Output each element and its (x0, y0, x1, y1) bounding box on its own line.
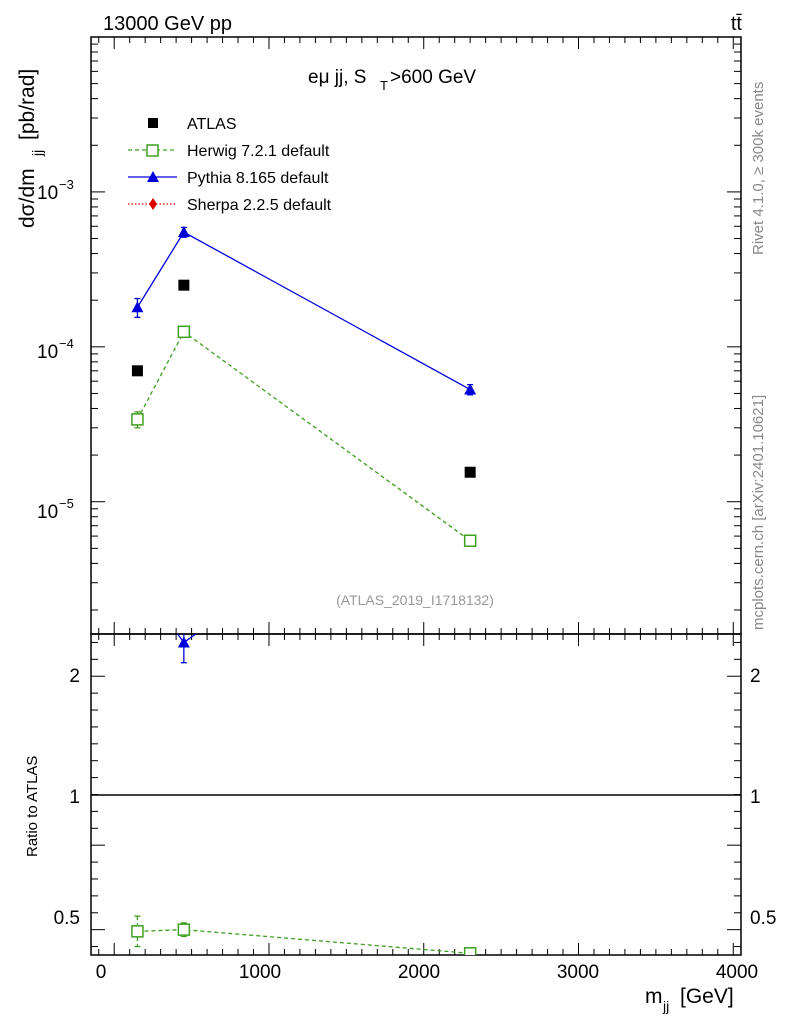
ratio-line-herwig (137, 929, 471, 954)
svg-text:10: 10 (37, 502, 58, 523)
rivet-label: Rivet 4.1.0, ≥ 300k events (750, 82, 767, 255)
x-axis-label: m jj [GeV] (645, 985, 734, 1014)
series-line-herwig (136, 330, 471, 542)
data-point-pythia (177, 226, 190, 238)
svg-text:10: 10 (37, 342, 58, 363)
ratio-line-pythia (176, 634, 197, 644)
legend-marker-sherpa (149, 198, 157, 210)
y-tick-label-1e-3: 10 −3 (37, 177, 74, 204)
process-tag: tt̄ (731, 13, 743, 35)
data-point-herwig (177, 325, 191, 339)
legend-marker-herwig (146, 144, 159, 157)
y-label-main: dσ/dm (16, 168, 39, 228)
ratio-point-herwig (463, 947, 477, 955)
ratio-point-herwig (177, 923, 191, 936)
ratio-tick-label-0.5-right: 0.5 (750, 908, 776, 929)
process-label: 13000 GeV pp (103, 13, 232, 35)
data-point-pythia (131, 301, 144, 313)
x-tick-label-1000: 1000 (239, 962, 281, 983)
legend-marker-atlas (148, 118, 158, 128)
title-subscript: T (380, 78, 388, 93)
svg-text:−5: −5 (59, 496, 74, 511)
ratio-tick-label-2-right: 2 (750, 666, 761, 687)
legend-label-pythia: Pythia 8.165 default (187, 170, 329, 187)
x-label-main: m (645, 985, 663, 1008)
y-label-unit: [pb/rad] (16, 69, 39, 140)
data-point-atlas (464, 466, 476, 478)
y-tick-label-1e-4: 10 −4 (37, 336, 74, 363)
ratio-tick-label-1-right: 1 (750, 787, 761, 808)
svg-text:−3: −3 (59, 177, 74, 192)
title-main: eμ jj, S (308, 67, 366, 88)
legend-label-atlas: ATLAS (187, 116, 237, 133)
x-tick-label-0: 0 (96, 962, 107, 983)
data-point-herwig (131, 413, 144, 426)
ratio-series (131, 434, 477, 955)
x-tick-label-3000: 3000 (557, 962, 599, 983)
legend-label-herwig: Herwig 7.2.1 default (187, 143, 330, 160)
ratio-y-label: Ratio to ATLAS (24, 756, 41, 857)
axis-ticks (91, 36, 741, 955)
analysis-id: (ATLAS_2019_I1718132) (336, 592, 494, 608)
ratio-tick-label-1: 1 (69, 787, 80, 808)
ratio-tick-label-0.5: 0.5 (54, 908, 80, 929)
x-label-sub: jj (662, 998, 669, 1014)
series-line-pythia (136, 231, 471, 391)
legend: ATLAS Herwig 7.2.1 default Pythia 8.165 … (128, 116, 332, 214)
legend-label-sherpa: Sherpa 2.2.5 default (187, 197, 332, 214)
x-label-unit: [GeV] (680, 985, 734, 1008)
data-point-pythia (464, 383, 477, 395)
ratio-point-pythia (177, 636, 190, 648)
ratio-point-herwig (131, 925, 144, 938)
data-point-herwig (463, 534, 477, 547)
y-tick-label-1e-5: 10 −5 (37, 496, 74, 523)
y-label-sub: jj (29, 150, 45, 157)
title-cut: >600 GeV (390, 67, 476, 88)
ratio-point-pythia (131, 574, 143, 585)
svg-text:10: 10 (37, 183, 58, 204)
ratio-tick-label-2: 2 (69, 666, 80, 687)
svg-text:−4: −4 (59, 336, 74, 351)
data-point-atlas (131, 365, 143, 377)
data-point-atlas (178, 279, 190, 291)
plot-title: eμ jj, S T >600 GeV (308, 67, 476, 93)
main-series (131, 226, 477, 547)
y-axis-label: dσ/dm jj [pb/rad] (16, 69, 45, 228)
legend-marker-pythia (147, 171, 159, 182)
x-tick-label-4000: 4000 (716, 962, 758, 983)
mcplots-label: mcplots.cern.ch [arXiv:2401.10621] (750, 395, 767, 630)
ratio-point-pythia (464, 434, 476, 445)
x-tick-label-2000: 2000 (398, 962, 440, 983)
